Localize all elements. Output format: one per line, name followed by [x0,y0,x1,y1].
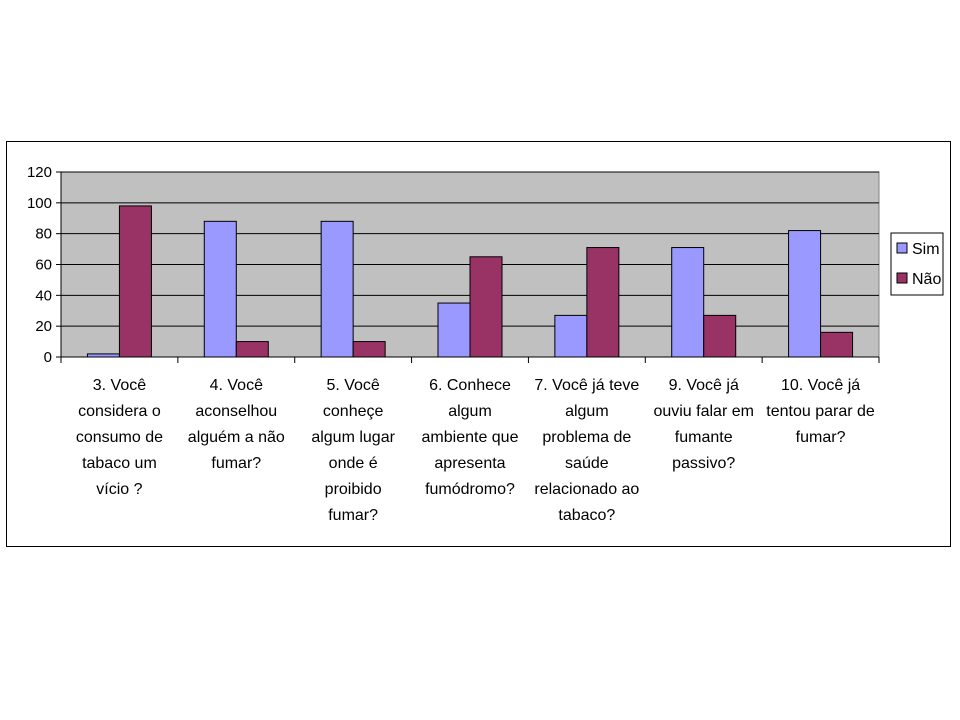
y-tick-label: 0 [44,349,52,366]
bar-chart: 0 20 40 60 80 100 120 3. Você considera o consum… [27,164,944,524]
bar-sim-1 [203,220,237,358]
bar-sim-4 [554,314,588,358]
y-axis: 0 20 40 60 80 100 120 [27,164,62,366]
x-tick-label: 7. Você já teve algum problema de saúde rela… [534,377,639,524]
chart-frame: 0 20 40 60 80 100 120 3. Você considera o consum… [6,141,951,547]
legend-label: Não [912,271,941,288]
bar-não-4 [586,247,620,358]
x-tick-label: 4. Você aconselhou alguém a não fumar? [188,377,285,472]
bar-sim-6 [788,230,822,358]
y-tick-label: 100 [27,195,52,212]
bar-não-3 [469,256,503,358]
y-tick-label: 120 [27,164,52,181]
x-tick-label: 3. Você considera o consumo de tabaco um víc… [76,377,163,498]
bar-não-6 [820,331,854,358]
bar-não-1 [235,341,269,358]
bar-não-2 [352,341,386,358]
x-tick-label: 10. Você já tentou parar de fumar? [766,377,875,446]
bars [86,205,854,358]
bar-sim-3 [437,302,471,358]
x-tick-label: 9. Você já ouviu falar em fumante passivo? [653,377,754,472]
x-tick-label: 5. Você conheçe algum lugar onde é proibido f… [311,377,395,524]
legend-swatch [896,272,908,284]
legend-label: Sim [912,241,940,258]
y-tick-label: 20 [35,318,52,335]
bar-sim-5 [671,247,705,358]
bar-não-0 [118,205,152,358]
x-tick-label: 6. Conhece algum ambiente que apresenta fumó… [422,377,519,498]
y-tick-label: 40 [35,287,52,304]
x-axis: 3. Você considera o consumo de tabaco um víc… [60,356,880,524]
y-tick-label: 80 [35,226,52,243]
legend: Sim Não [890,232,944,296]
y-tick-label: 60 [35,257,52,274]
bar-sim-2 [320,220,354,358]
gridlines [61,171,879,327]
bar-não-5 [703,314,737,358]
legend-swatch [896,242,908,254]
